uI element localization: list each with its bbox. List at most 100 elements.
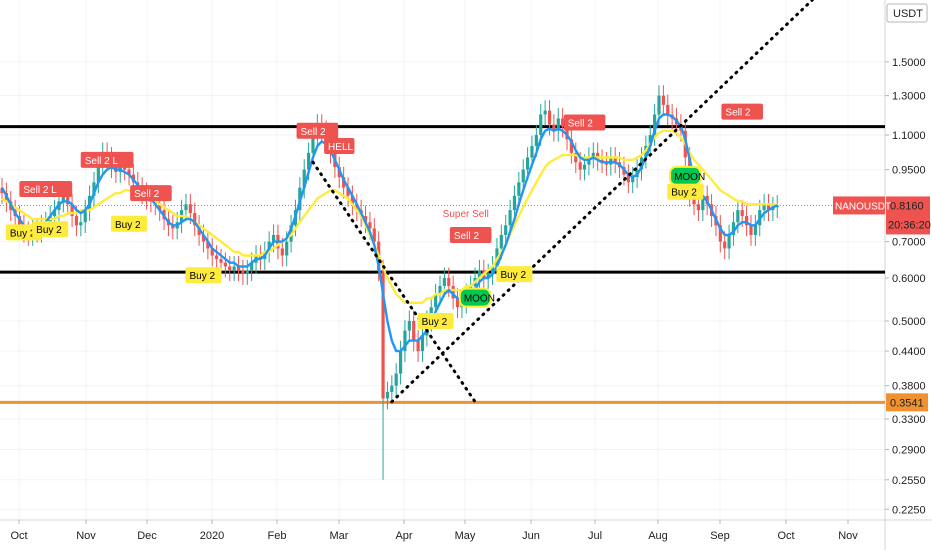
candle-body (631, 177, 635, 183)
candle-body (613, 157, 617, 163)
candle-body (771, 207, 775, 211)
fast-moving-average-line (0, 113, 778, 353)
candle-body (350, 195, 354, 205)
currency-badge (886, 3, 928, 23)
buy-signal-label: Buy 2 (189, 271, 215, 282)
buy-signal-badge[interactable] (667, 183, 704, 200)
candle-body (753, 225, 757, 235)
candle-body (490, 266, 495, 275)
time-tick-label: Apr (395, 530, 412, 542)
candle-body (385, 391, 390, 399)
sell-signal-badge[interactable] (324, 137, 355, 154)
price-axis[interactable]: USDT 1.5000 1.3000 1.1000 0.9500 0.8160 20:36… (833, 3, 931, 516)
candle-body (517, 182, 521, 196)
sell-signal-badge[interactable] (80, 151, 134, 168)
candle-body (749, 225, 753, 235)
time-tick-label: Nov (76, 530, 96, 542)
candle-body (701, 195, 705, 211)
time-tick-label: Sep (710, 530, 730, 542)
sell-signal-badge[interactable] (296, 122, 339, 139)
sell-signal-label: Sell 2 L (23, 185, 57, 196)
price-tick-label: 1.1000 (892, 130, 926, 142)
candle-body (412, 320, 416, 341)
buy-signal-badge[interactable] (32, 221, 69, 238)
candle-body (657, 95, 661, 115)
sell-signal-badge[interactable] (19, 180, 73, 197)
candle-body (578, 162, 582, 170)
candle-body (648, 135, 652, 146)
sell-signal-badge[interactable] (563, 114, 606, 131)
sell-signal-badge[interactable] (130, 185, 172, 202)
candle-body (477, 270, 482, 278)
candle-body (762, 204, 766, 211)
price-tick-label: 0.7000 (892, 237, 926, 249)
time-tick-label: May (455, 530, 476, 542)
buy-signal-label: Buy 2 (422, 317, 448, 328)
candle-body (420, 335, 425, 352)
candle-body (574, 152, 578, 163)
time-tick-label: Oct (10, 530, 27, 542)
candle-body (565, 126, 569, 140)
price-tick-label: 0.9500 (892, 165, 926, 177)
candle-body (434, 294, 438, 308)
candle-body (342, 177, 346, 188)
candle-body (52, 210, 57, 217)
buy-signal-badge[interactable] (111, 215, 148, 232)
candle-body (416, 340, 420, 352)
trendline-dotted[interactable] (390, 0, 814, 404)
candle-body (250, 262, 254, 271)
candle-body (556, 118, 560, 131)
buy-signal-badge[interactable] (496, 266, 533, 283)
support-price-badge (886, 393, 928, 412)
price-tick-label: 0.5000 (892, 316, 926, 328)
time-tick-label: Feb (268, 530, 287, 542)
candle-body (723, 241, 727, 249)
candle-body (609, 157, 613, 165)
candle-body (740, 210, 744, 217)
candle-body (539, 114, 543, 136)
candle-body (745, 216, 749, 226)
candle-body (346, 187, 350, 196)
sell-signal-label: HELL (328, 142, 353, 153)
candle-body (188, 204, 192, 214)
candle-body (96, 162, 100, 183)
buy-signal-badge[interactable] (417, 312, 454, 329)
time-tick-label: Nov (838, 530, 858, 542)
current-price-badge (886, 196, 930, 235)
candle-body (390, 385, 394, 392)
trendline-dotted[interactable] (311, 160, 477, 404)
candle-body (447, 277, 451, 286)
candle-body (0, 188, 4, 194)
candle-body (206, 241, 210, 249)
candle-body (307, 152, 311, 170)
candle-body (398, 351, 403, 374)
candle-body (731, 222, 736, 235)
candle-body (92, 182, 96, 196)
sell-signal-badge[interactable] (449, 226, 492, 243)
sell-signal-badge[interactable] (721, 103, 764, 120)
candle-body (582, 164, 587, 170)
time-axis[interactable]: Oct Nov Dec 2020 Feb Mar Apr May Jun Jul Aug Sep Oct… (10, 520, 858, 542)
price-tick-label: 0.2550 (892, 475, 926, 487)
candle-body (302, 169, 306, 188)
candle-body (363, 216, 368, 223)
signal-text: Super Sell (443, 209, 489, 220)
buy-signal-badge[interactable] (185, 267, 222, 284)
candle-body (530, 145, 534, 158)
candle-body (271, 234, 276, 242)
candle-body (66, 195, 70, 205)
candle-body (241, 270, 245, 275)
buy-signal-label: Buy 2 (10, 228, 36, 239)
sell-signal-label: Sell 2 (568, 118, 593, 129)
moon-signal-badge[interactable] (458, 287, 492, 308)
candle-body (311, 135, 315, 153)
candle-body (223, 262, 227, 267)
candle-body (512, 195, 517, 211)
candle-body (158, 204, 162, 211)
candle-body (591, 152, 595, 158)
candle-body (70, 204, 74, 217)
support-price-label: 0.3541 (890, 397, 924, 409)
price-tick-label: 0.4400 (892, 346, 926, 358)
